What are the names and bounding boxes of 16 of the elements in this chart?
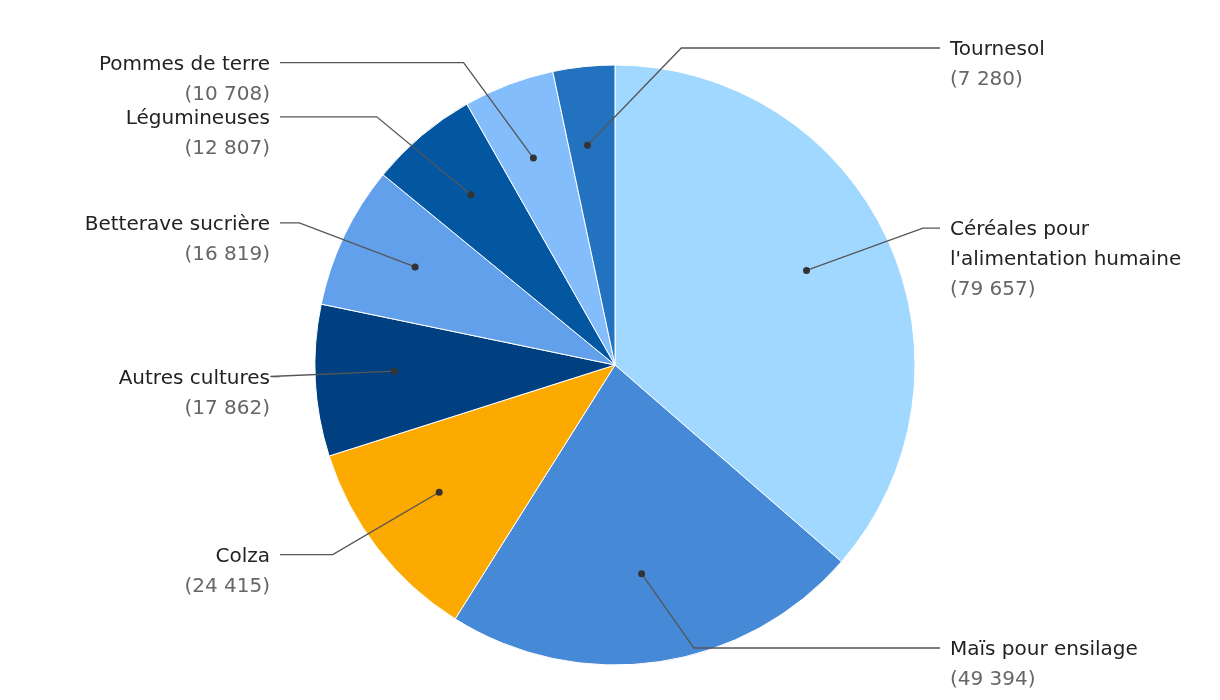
slice-label: Maïs pour ensilage — [950, 636, 1138, 660]
data-label: (10 708) — [184, 80, 270, 105]
slice-label: Céréales pour l'alimentation humaine — [950, 216, 1182, 271]
slice-label: Autres cultures — [118, 364, 270, 389]
slice-label: Pommes de terre — [98, 50, 270, 75]
data-label: (16 819) — [184, 240, 270, 265]
data-label: (79 657) — [950, 276, 1036, 301]
slice-label: Tournesol — [949, 36, 1045, 60]
data-label: (24 415) — [184, 572, 270, 597]
data-label: (49 394) — [950, 666, 1036, 690]
slice-label: Betterave sucrière — [84, 210, 270, 235]
data-label: (12 807) — [184, 134, 270, 159]
data-label: (17 862) — [184, 394, 270, 419]
slice-label: Légumineuses — [125, 104, 270, 129]
slice-label: Colza — [215, 542, 270, 567]
data-label: (7 280) — [950, 66, 1023, 90]
